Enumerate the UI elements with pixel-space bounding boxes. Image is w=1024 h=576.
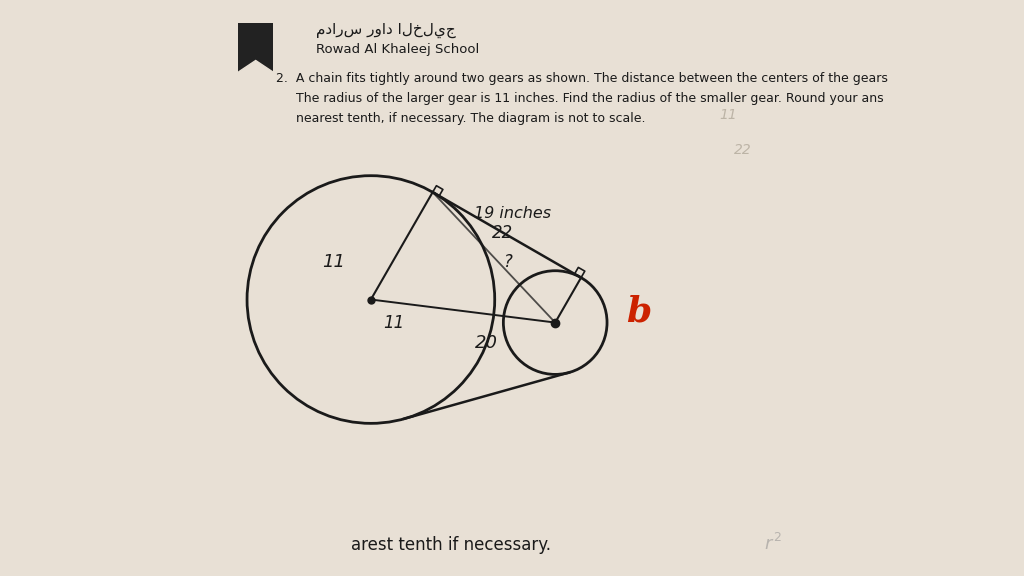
Text: 2: 2	[773, 531, 781, 544]
Text: 2.  A chain fits tightly around two gears as shown. The distance between the cen: 2. A chain fits tightly around two gears…	[275, 72, 888, 85]
Text: arest tenth if necessary.: arest tenth if necessary.	[350, 536, 551, 554]
Text: r: r	[765, 535, 772, 553]
Text: 19 inches: 19 inches	[474, 206, 551, 221]
Text: Rowad Al Khaleej School: Rowad Al Khaleej School	[316, 43, 479, 56]
Polygon shape	[239, 60, 273, 72]
Text: مدارس رواد الخليج: مدارس رواد الخليج	[316, 23, 456, 38]
Text: The radius of the larger gear is 11 inches. Find the radius of the smaller gear.: The radius of the larger gear is 11 inch…	[275, 92, 884, 105]
Text: 22: 22	[492, 224, 513, 242]
Text: nearest tenth, if necessary. The diagram is not to scale.: nearest tenth, if necessary. The diagram…	[275, 112, 645, 126]
Text: 11: 11	[719, 108, 737, 122]
Text: b: b	[626, 294, 651, 328]
Text: 11: 11	[383, 313, 404, 332]
Text: ?: ?	[504, 253, 513, 271]
Text: 11: 11	[322, 253, 345, 271]
Text: 20: 20	[474, 334, 498, 352]
Bar	[239, 23, 273, 72]
Text: 22: 22	[733, 143, 752, 157]
